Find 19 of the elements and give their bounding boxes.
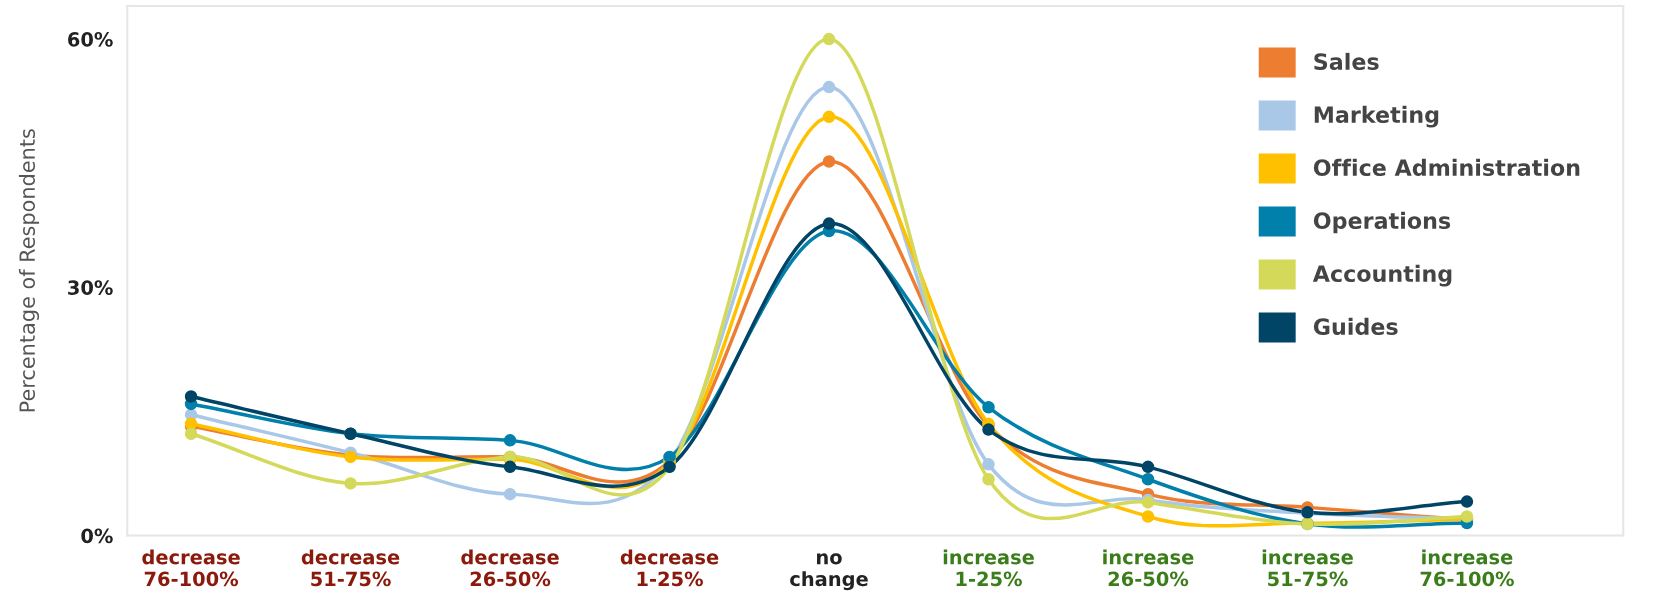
x-tick-label: no change [790, 553, 868, 591]
legend-label: Office Administration [1313, 158, 1580, 177]
legend-label: Guides [1313, 317, 1398, 336]
x-tick-label: decrease 26-50% [461, 549, 559, 587]
x-tick-label: increase 1-25% [943, 549, 1034, 587]
x-tick-label: decrease 1-25% [620, 549, 719, 587]
x-tick-label: decrease 76-100% [142, 549, 240, 587]
x-tick-label: decrease 51-75% [301, 549, 400, 587]
x-tick-label: increase 51-75% [1262, 549, 1353, 587]
legend-label: Sales [1314, 52, 1379, 71]
legend-label: Accounting [1312, 264, 1452, 287]
y-tick-label: 30% [68, 280, 113, 295]
y-tick-label: 0% [81, 528, 113, 544]
legend-label: Operations [1313, 211, 1451, 234]
x-tick-label: increase 76-100% [1420, 549, 1514, 587]
x-tick-label: increase 26-50% [1103, 549, 1194, 587]
y-tick-label: 60% [68, 32, 113, 47]
y-axis-title: Percentage of Respondents [18, 129, 40, 412]
legend-label: Marketing [1314, 105, 1439, 128]
